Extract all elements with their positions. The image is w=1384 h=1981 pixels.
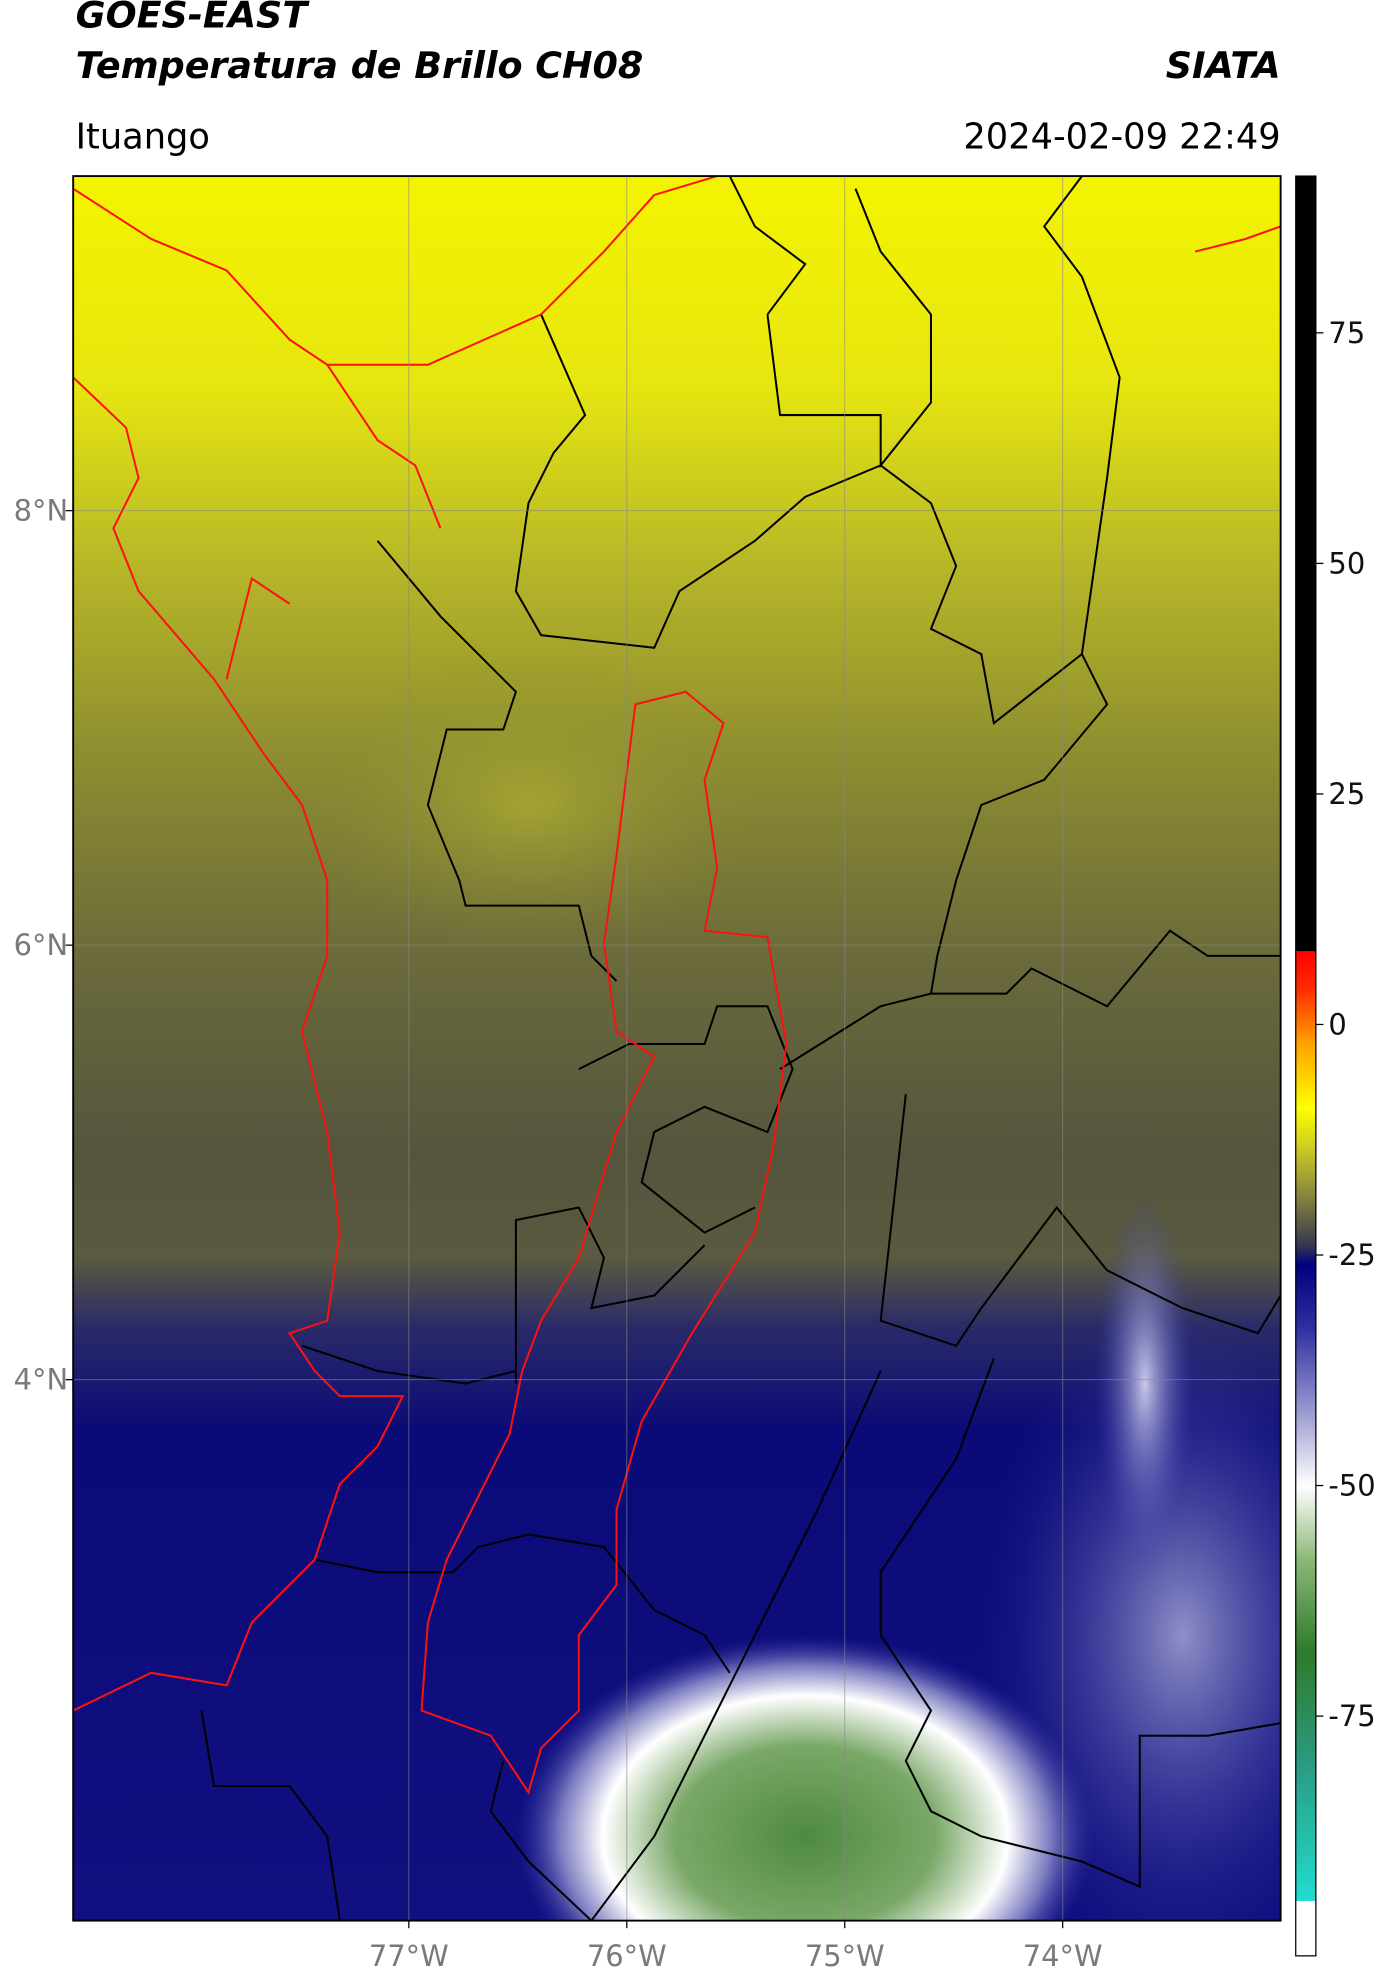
y-tick-label: 6°N <box>14 928 68 962</box>
location: Ituango <box>76 116 210 157</box>
colorbar-tick-label: -75 <box>1328 1699 1375 1733</box>
x-tick-label: 76°W <box>587 1939 667 1973</box>
map <box>73 176 1281 1921</box>
coast-and-basin <box>73 176 1281 1795</box>
colorbar-segment <box>1295 1144 1316 1201</box>
colorbar-frame <box>1295 175 1317 1957</box>
map-texture <box>1094 1194 1196 1573</box>
y-tick-label: 8°N <box>14 494 68 528</box>
colorbar-tick-label: 0 <box>1328 1008 1346 1042</box>
colorbar-tick-label: 25 <box>1328 777 1365 811</box>
map-texture <box>302 654 755 956</box>
colorbar-segment <box>1295 1199 1316 1247</box>
map-texture <box>515 1635 1095 1921</box>
colorbar-segment <box>1295 1762 1316 1901</box>
colorbar-tick-label: -50 <box>1328 1469 1375 1503</box>
subtitle: Temperatura de Brillo CH08 <box>76 44 644 87</box>
x-tick-label: 74°W <box>1023 1939 1103 1973</box>
colorbar-segment <box>1295 1651 1316 1763</box>
x-tick-label: 77°W <box>369 1939 449 1973</box>
colorbar-segment <box>1295 987 1316 1044</box>
y-tick-label: 4°N <box>14 1363 68 1397</box>
colorbar-tick-label: 50 <box>1328 546 1365 580</box>
colorbar-tick-label: 75 <box>1328 316 1365 350</box>
datetime: 2024-02-09 22:49 <box>963 116 1280 157</box>
colorbar-segment <box>1295 1107 1316 1145</box>
map-frame <box>72 175 1282 1922</box>
x-tick-label: 75°W <box>805 1939 885 1973</box>
colorbar-segment <box>1295 1411 1316 1486</box>
colorbar-segment <box>1295 1900 1316 1957</box>
colorbar-segment <box>1295 1485 1316 1560</box>
colorbar-tick-label: -25 <box>1328 1238 1375 1272</box>
colorbar-segment <box>1295 950 1316 988</box>
colorbar <box>1295 176 1316 1957</box>
source: SIATA <box>1166 44 1281 87</box>
colorbar-segment <box>1295 1042 1316 1108</box>
colorbar-segment <box>1295 176 1316 952</box>
colorbar-segment <box>1295 1328 1316 1413</box>
title: GOES-EAST <box>76 0 311 37</box>
colorbar-segment <box>1295 1245 1316 1265</box>
colorbar-segment <box>1295 1264 1316 1330</box>
colorbar-segment <box>1295 1559 1316 1652</box>
